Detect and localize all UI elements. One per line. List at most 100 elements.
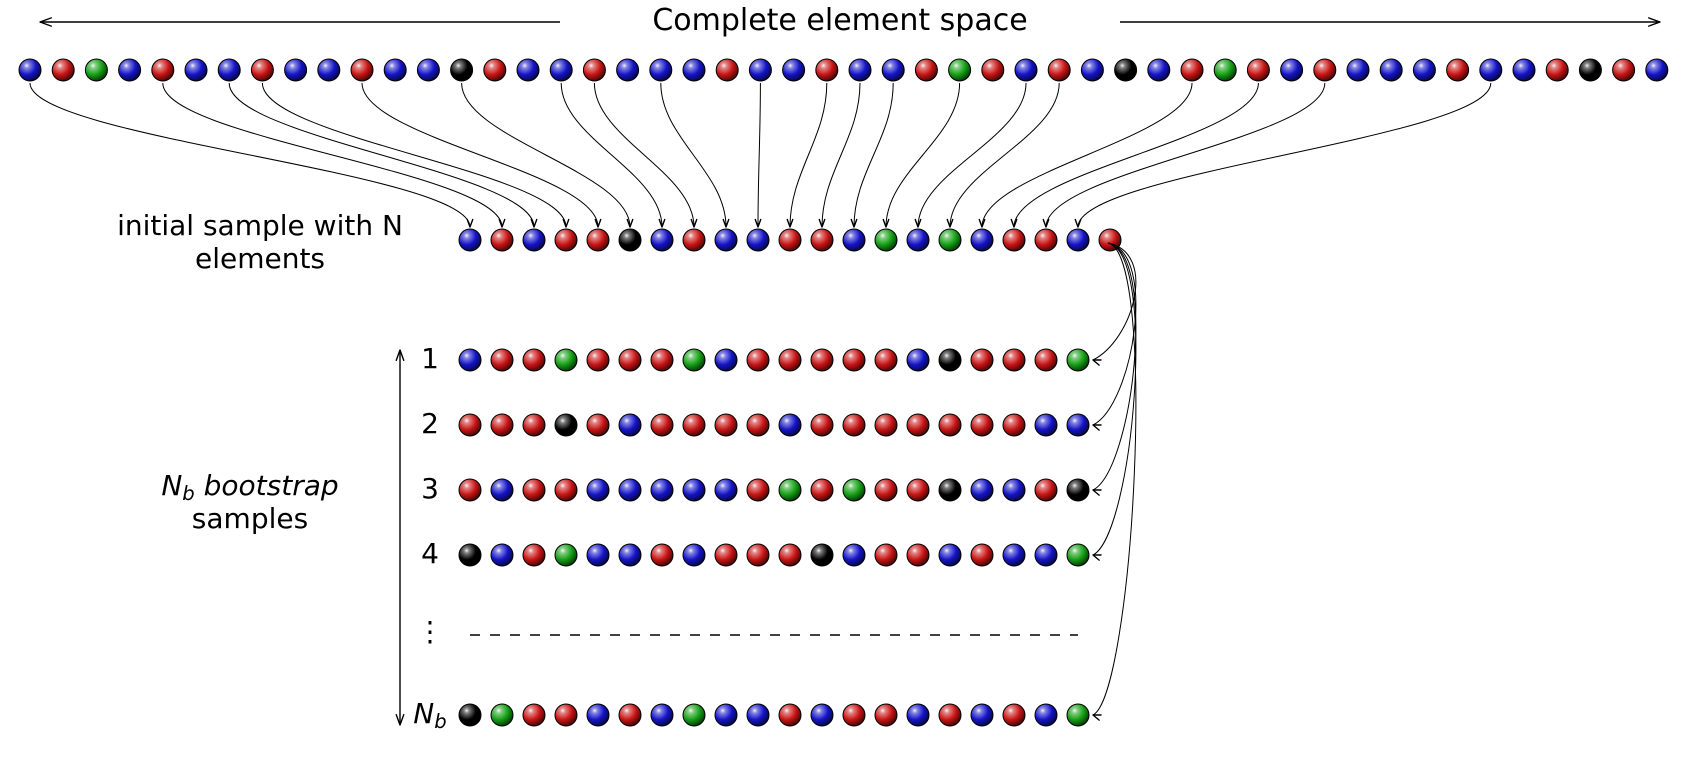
bootstrap-ball: [747, 704, 769, 726]
population-ball: [783, 59, 805, 81]
bootstrap-ball: [555, 544, 577, 566]
initial-label-2: elements: [195, 242, 325, 275]
row-label-nb: Nb: [413, 697, 446, 733]
bootstrap-ball: [843, 479, 865, 501]
bootstrap-ball: [971, 414, 993, 436]
initial-ball: [1035, 229, 1057, 251]
row-label: 1: [421, 342, 439, 375]
population-ball: [251, 59, 273, 81]
bootstrap-ball: [459, 479, 481, 501]
population-ball: [816, 59, 838, 81]
row-label: 2: [421, 407, 439, 440]
bootstrap-label-1: Nb bootstrap: [161, 469, 338, 505]
bootstrap-ball: [651, 544, 673, 566]
bootstrap-ball: [747, 479, 769, 501]
bootstrap-ball: [939, 704, 961, 726]
initial-ball: [491, 229, 513, 251]
population-ball: [1579, 59, 1601, 81]
population-ball: [484, 59, 506, 81]
bootstrap-ball: [1035, 414, 1057, 436]
initial-ball: [683, 229, 705, 251]
population-ball: [1380, 59, 1402, 81]
bootstrap-row: [459, 544, 1089, 566]
initial-sample-row: [459, 229, 1121, 251]
bootstrap-ball: [715, 704, 737, 726]
bootstrap-ball: [907, 479, 929, 501]
bootstrap-ball: [971, 544, 993, 566]
bootstrap-ball: [1003, 349, 1025, 371]
bootstrap-ball: [843, 704, 865, 726]
bootstrap-ball: [843, 414, 865, 436]
bootstrap-ball: [1035, 704, 1057, 726]
bootstrap-ball: [619, 349, 641, 371]
population-ball: [52, 59, 74, 81]
bootstrap-ball: [555, 349, 577, 371]
bootstrap-ball: [587, 704, 609, 726]
bootstrap-ball: [715, 349, 737, 371]
initial-ball: [907, 229, 929, 251]
population-ball: [119, 59, 141, 81]
bootstrap-ball: [811, 414, 833, 436]
bootstrap-ball: [651, 479, 673, 501]
bootstrap-ball: [683, 544, 705, 566]
bootstrap-ball: [1067, 349, 1089, 371]
bootstrap-ball: [907, 349, 929, 371]
bootstrap-ball: [1067, 704, 1089, 726]
bootstrap-ball: [1067, 544, 1089, 566]
bootstrap-ball: [619, 414, 641, 436]
bootstrap-ball: [779, 414, 801, 436]
population-ball: [451, 59, 473, 81]
population-ball: [650, 59, 672, 81]
population-ball: [19, 59, 41, 81]
population-ball: [1447, 59, 1469, 81]
bootstrap-ball: [715, 479, 737, 501]
bootstrap-ball: [875, 414, 897, 436]
bootstrap-ball: [683, 349, 705, 371]
bootstrap-ball: [587, 414, 609, 436]
bootstrap-ball: [651, 414, 673, 436]
population-ball: [1613, 59, 1635, 81]
population-ball: [683, 59, 705, 81]
bootstrap-ball: [1003, 414, 1025, 436]
bootstrap-ball: [779, 479, 801, 501]
bootstrap-ball: [1035, 479, 1057, 501]
bootstrap-ball: [1003, 704, 1025, 726]
population-ball: [1513, 59, 1535, 81]
population-ball: [949, 59, 971, 81]
bootstrap-ball: [491, 544, 513, 566]
bootstrap-ball: [939, 414, 961, 436]
population-ball: [982, 59, 1004, 81]
bootstrap-ball: [875, 349, 897, 371]
bootstrap-ball: [555, 704, 577, 726]
bootstrap-ball: [619, 704, 641, 726]
bootstrap-ball: [875, 479, 897, 501]
initial-ball: [619, 229, 641, 251]
population-ball: [716, 59, 738, 81]
bootstrap-ball: [1035, 544, 1057, 566]
bootstrap-ball: [971, 704, 993, 726]
population-ball: [1015, 59, 1037, 81]
bootstrap-ball: [779, 544, 801, 566]
initial-ball: [747, 229, 769, 251]
population-ball: [550, 59, 572, 81]
row-label: 3: [421, 472, 439, 505]
bootstrap-ball: [523, 704, 545, 726]
bootstrap-ball: [491, 479, 513, 501]
population-ball: [417, 59, 439, 81]
bootstrap-ball: [779, 704, 801, 726]
bootstrap-ball: [1035, 349, 1057, 371]
initial-ball: [1067, 229, 1089, 251]
vdots: ⋮: [416, 615, 444, 648]
population-ball: [318, 59, 340, 81]
initial-ball: [459, 229, 481, 251]
population-ball: [849, 59, 871, 81]
bootstrap-ball: [907, 704, 929, 726]
population-ball: [1480, 59, 1502, 81]
bootstrap-ball: [491, 414, 513, 436]
bootstrap-ball: [939, 349, 961, 371]
bootstrap-ball: [587, 544, 609, 566]
bootstrap-ball: [811, 704, 833, 726]
bootstrap-ball: [875, 544, 897, 566]
bootstrap-ball: [715, 414, 737, 436]
bootstrap-label-2: samples: [192, 502, 308, 535]
